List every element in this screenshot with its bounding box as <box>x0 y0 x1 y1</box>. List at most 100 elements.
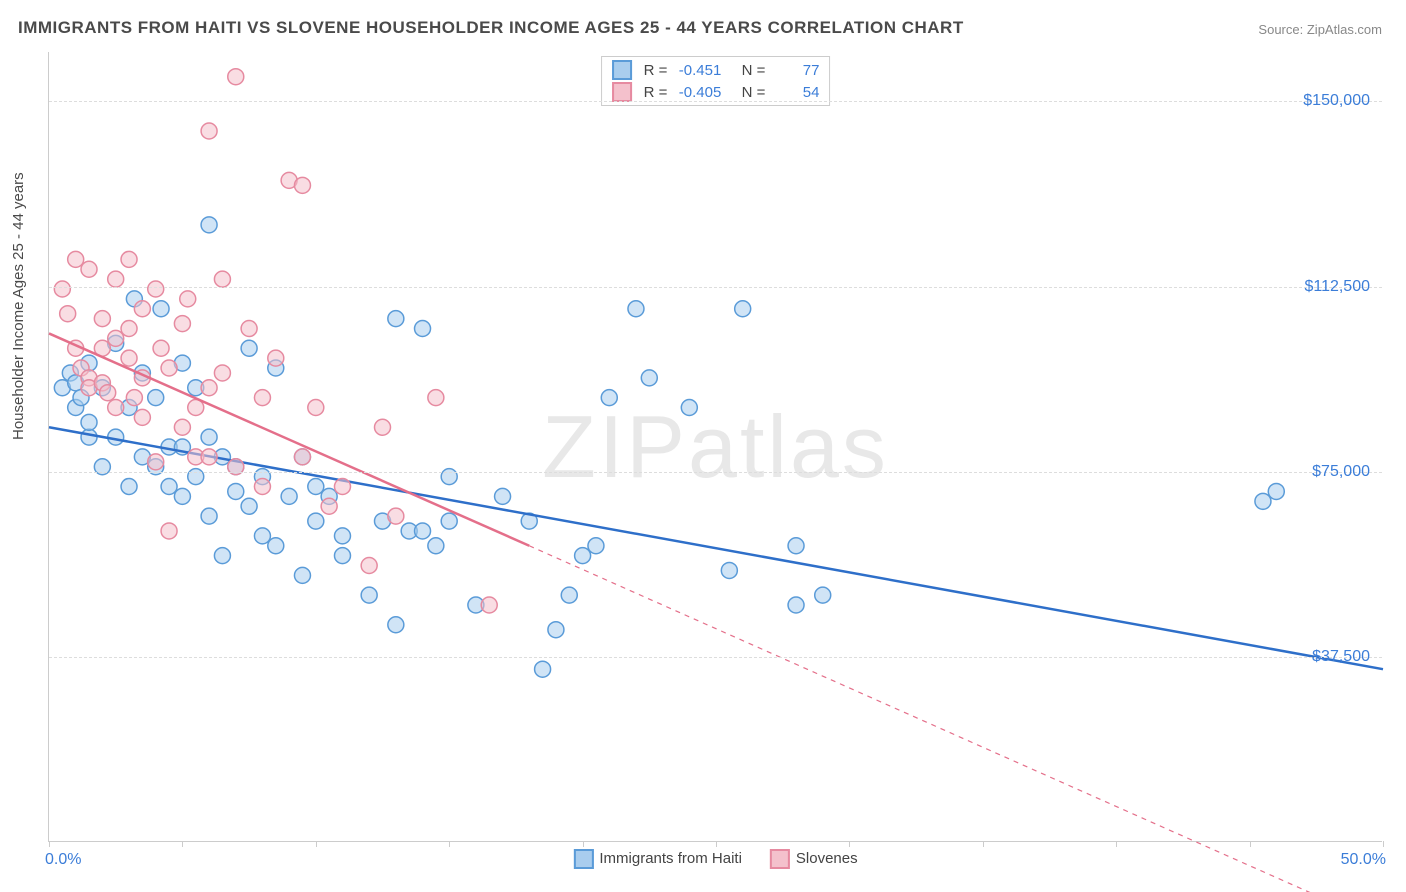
data-point <box>735 301 751 317</box>
data-point <box>281 488 297 504</box>
legend-row: R =-0.405 N =54 <box>612 81 820 103</box>
data-point <box>254 528 270 544</box>
trend-line <box>49 427 1383 669</box>
data-point <box>201 449 217 465</box>
data-point <box>388 617 404 633</box>
x-axis-start-label: 0.0% <box>45 851 81 869</box>
data-point <box>308 479 324 495</box>
data-point <box>161 479 177 495</box>
y-tick-label: $37,500 <box>1312 648 1370 666</box>
legend-item: Immigrants from Haiti <box>573 849 742 869</box>
data-point <box>153 301 169 317</box>
data-point <box>201 123 217 139</box>
data-point <box>294 449 310 465</box>
legend-swatch <box>612 60 632 80</box>
data-point <box>214 548 230 564</box>
data-point <box>121 321 137 337</box>
scatter-svg <box>49 52 1382 841</box>
data-point <box>254 479 270 495</box>
chart-plot-area: ZIPatlas R =-0.451 N =77R =-0.405 N =54 … <box>48 52 1382 842</box>
legend-row: R =-0.451 N =77 <box>612 59 820 81</box>
data-point <box>153 340 169 356</box>
data-point <box>214 271 230 287</box>
y-tick-label: $75,000 <box>1312 463 1370 481</box>
data-point <box>121 350 137 366</box>
legend-swatch <box>770 849 790 869</box>
data-point <box>388 311 404 327</box>
source-attribution: Source: ZipAtlas.com <box>1258 22 1382 37</box>
data-point <box>121 479 137 495</box>
x-tick <box>849 841 850 847</box>
data-point <box>161 523 177 539</box>
data-point <box>641 370 657 386</box>
data-point <box>174 419 190 435</box>
data-point <box>254 390 270 406</box>
data-point <box>388 508 404 524</box>
data-point <box>441 513 457 529</box>
data-point <box>601 390 617 406</box>
x-tick <box>49 841 50 847</box>
gridline-h <box>49 101 1382 102</box>
x-tick <box>583 841 584 847</box>
data-point <box>415 321 431 337</box>
data-point <box>81 414 97 430</box>
data-point <box>134 301 150 317</box>
source-link[interactable]: ZipAtlas.com <box>1307 22 1382 37</box>
data-point <box>788 597 804 613</box>
data-point <box>334 548 350 564</box>
data-point <box>415 523 431 539</box>
data-point <box>788 538 804 554</box>
data-point <box>268 350 284 366</box>
legend-r-label: R = <box>644 84 668 101</box>
legend-n-value: 77 <box>771 62 819 79</box>
data-point <box>1255 493 1271 509</box>
x-tick <box>449 841 450 847</box>
data-point <box>334 528 350 544</box>
data-point <box>126 390 142 406</box>
data-point <box>54 281 70 297</box>
data-point <box>81 261 97 277</box>
legend-r-value: -0.405 <box>673 84 721 101</box>
data-point <box>628 301 644 317</box>
data-point <box>148 390 164 406</box>
data-point <box>681 400 697 416</box>
data-point <box>148 454 164 470</box>
legend-r-value: -0.451 <box>673 62 721 79</box>
data-point <box>561 587 577 603</box>
data-point <box>321 498 337 514</box>
data-point <box>588 538 604 554</box>
data-point <box>481 597 497 613</box>
data-point <box>535 661 551 677</box>
legend-swatch <box>573 849 593 869</box>
trend-line-extrapolated <box>529 546 1329 892</box>
data-point <box>174 488 190 504</box>
data-point <box>214 365 230 381</box>
data-point <box>361 558 377 574</box>
data-point <box>134 409 150 425</box>
data-point <box>121 251 137 267</box>
data-point <box>180 291 196 307</box>
data-point <box>721 562 737 578</box>
data-point <box>428 538 444 554</box>
data-point <box>428 390 444 406</box>
chart-title: IMMIGRANTS FROM HAITI VS SLOVENE HOUSEHO… <box>18 18 964 38</box>
legend-swatch <box>612 82 632 102</box>
x-tick <box>1116 841 1117 847</box>
data-point <box>161 360 177 376</box>
data-point <box>201 217 217 233</box>
data-point <box>228 483 244 499</box>
data-point <box>228 69 244 85</box>
y-tick-label: $150,000 <box>1303 92 1370 110</box>
data-point <box>174 316 190 332</box>
data-point <box>294 177 310 193</box>
data-point <box>361 587 377 603</box>
source-label: Source: <box>1258 22 1303 37</box>
gridline-h <box>49 472 1382 473</box>
x-tick <box>716 841 717 847</box>
data-point <box>308 400 324 416</box>
data-point <box>100 385 116 401</box>
data-point <box>201 380 217 396</box>
data-point <box>108 400 124 416</box>
data-point <box>575 548 591 564</box>
data-point <box>241 498 257 514</box>
